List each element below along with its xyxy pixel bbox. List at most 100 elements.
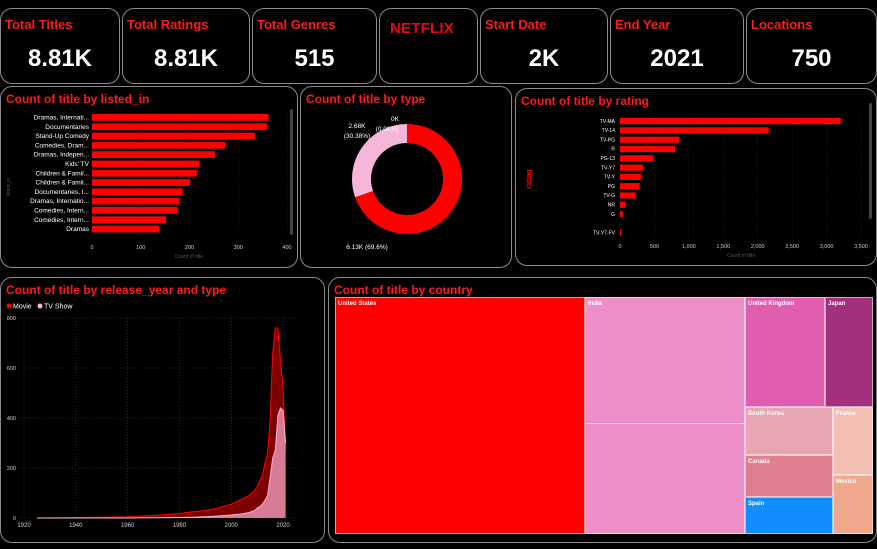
- x-tick-label: 1920: [17, 523, 31, 529]
- chart-release-year[interactable]: Movie TV Show 0 200 400 600 800 1920 1940 1960 198…: [1, 278, 326, 544]
- bar: [92, 151, 215, 158]
- treemap-cell[interactable]: India: [585, 297, 745, 534]
- data-label: 6.13K (69.6%): [346, 244, 388, 251]
- bar: [620, 230, 621, 236]
- x-tick-label: 2,500: [785, 244, 799, 250]
- x-tick-label: 1980: [173, 523, 187, 529]
- treemap-cell[interactable]: South Korea: [745, 407, 833, 455]
- treemap-cell[interactable]: United States: [335, 297, 585, 534]
- y-tick-label: 800: [7, 316, 16, 322]
- treemap-label: Japan: [828, 301, 845, 307]
- bar: [92, 114, 268, 121]
- x-tick-label: 2020: [276, 523, 290, 529]
- kpi-total-ratings: Total Ratings 8.81K: [122, 8, 250, 84]
- bar: [92, 188, 183, 195]
- bar: [92, 170, 197, 177]
- category-label: R: [611, 147, 615, 153]
- line-movie: [37, 328, 286, 518]
- category-label: Documentaries, I...: [34, 189, 89, 196]
- x-tick-label: 3,000: [820, 244, 834, 250]
- kpi-total-genres: Total Genres 515: [252, 8, 377, 84]
- x-tick-label: 300: [234, 245, 243, 251]
- x-tick-label: 500: [650, 244, 659, 250]
- category-label: G: [611, 212, 615, 218]
- category-label: TV-Y7-FV: [593, 230, 616, 236]
- treemap-cell[interactable]: France: [833, 407, 873, 475]
- data-label: (0.01%): [376, 126, 399, 133]
- legend-label-movie: Movie: [13, 304, 32, 311]
- kpi-end-year: End Year 2021: [610, 8, 744, 84]
- treemap-cell[interactable]: Mexico: [833, 475, 873, 534]
- legend-marker-movie: [7, 304, 12, 309]
- bar: [92, 179, 190, 186]
- bar: [620, 146, 675, 152]
- x-axis-label: Count of title: [727, 253, 755, 259]
- chart-listed-in-card: Count of title by listed_in 0 100 200 300 40…: [0, 86, 298, 268]
- treemap-label: Canada: [748, 459, 770, 465]
- legend-marker-tv-show: [38, 304, 43, 309]
- chart-release-year-card: Count of title by release_year and type …: [0, 277, 325, 543]
- kpi-start-date-value: 2K: [481, 45, 607, 73]
- x-axis-label: Count of title: [175, 254, 203, 260]
- bar: [620, 202, 626, 208]
- data-label: 0K: [391, 116, 400, 123]
- scrollbar: [869, 103, 872, 219]
- category-label: Kids' TV: [65, 161, 90, 168]
- category-label: TV-G: [603, 193, 615, 199]
- x-tick-label: 400: [282, 245, 291, 251]
- kpi-total-titles: Total Titles 8.81K: [0, 8, 120, 84]
- treemap-cell[interactable]: Canada: [745, 455, 833, 497]
- category-label: Children & Famil...: [36, 180, 90, 187]
- bar: [92, 161, 199, 168]
- chart-country-treemap[interactable]: United States India United Kingdom Japan Sou…: [335, 297, 873, 534]
- category-label: TV-PG: [600, 137, 615, 143]
- treemap-label: France: [836, 411, 856, 417]
- y-tick-label: 400: [7, 416, 16, 422]
- chart-type[interactable]: 0K (0.01%) 2.68K (30.38%) 6.13K (69.6%): [301, 87, 513, 269]
- x-tick-label: 100: [136, 245, 145, 251]
- legend-label-tv-show: TV Show: [44, 304, 73, 311]
- data-label: 2.68K: [349, 123, 367, 130]
- bar: [92, 226, 159, 233]
- x-tick-label: 1940: [69, 523, 83, 529]
- x-tick-label: 0: [90, 245, 93, 251]
- chart-rating[interactable]: 0 500 1,000 1,500 2,000 2,500 3,000 3,500 TV-MA T…: [516, 89, 877, 267]
- kpi-end-year-label: End Year: [615, 17, 670, 32]
- x-tick-label: 0: [618, 244, 621, 250]
- bar: [620, 192, 635, 198]
- kpi-total-genres-value: 515: [253, 45, 376, 73]
- treemap-label: United States: [338, 301, 376, 307]
- x-tick-label: 1960: [121, 523, 135, 529]
- bar: [620, 127, 769, 133]
- bar: [620, 174, 641, 180]
- chart-country-card: Count of title by country United States I…: [328, 277, 877, 543]
- treemap-label: India: [588, 301, 602, 307]
- category-label: Comedies, Intern...: [34, 208, 89, 215]
- category-label: TV-14: [602, 128, 616, 134]
- bar: [620, 155, 654, 161]
- category-label: TV-MA: [600, 119, 616, 125]
- kpi-locations-label: Locations: [751, 17, 812, 32]
- treemap-label: United Kingdom: [748, 301, 794, 307]
- treemap-cell[interactable]: Spain: [745, 497, 833, 534]
- y-axis-label: rating: [526, 169, 533, 188]
- treemap-cell[interactable]: Japan: [825, 297, 873, 407]
- kpi-end-year-value: 2021: [611, 45, 743, 73]
- netflix-logo: NETFLIX: [390, 20, 454, 37]
- area-movie: [37, 328, 286, 518]
- treemap-cell[interactable]: United Kingdom: [745, 297, 825, 407]
- bar: [620, 165, 643, 171]
- chart-country-title: Count of title by country: [334, 283, 473, 297]
- category-label: TV-Y7: [601, 165, 615, 171]
- category-label: NR: [608, 203, 616, 209]
- kpi-total-ratings-value: 8.81K: [123, 45, 249, 73]
- category-label: Comedies, Dram...: [35, 142, 89, 149]
- kpi-total-titles-value: 8.81K: [1, 45, 119, 73]
- treemap-label: South Korea: [748, 411, 784, 417]
- bar: [620, 137, 679, 143]
- chart-type-card: Count of title by type 0K (0.01%) 2.68K (30…: [300, 86, 512, 268]
- x-tick-label: 1,500: [716, 244, 730, 250]
- kpi-total-ratings-label: Total Ratings: [127, 17, 208, 32]
- chart-listed-in[interactable]: 0 100 200 300 400 Dramas, Internati... Documen…: [1, 87, 299, 269]
- kpi-start-date: Start Date 2K: [480, 8, 608, 84]
